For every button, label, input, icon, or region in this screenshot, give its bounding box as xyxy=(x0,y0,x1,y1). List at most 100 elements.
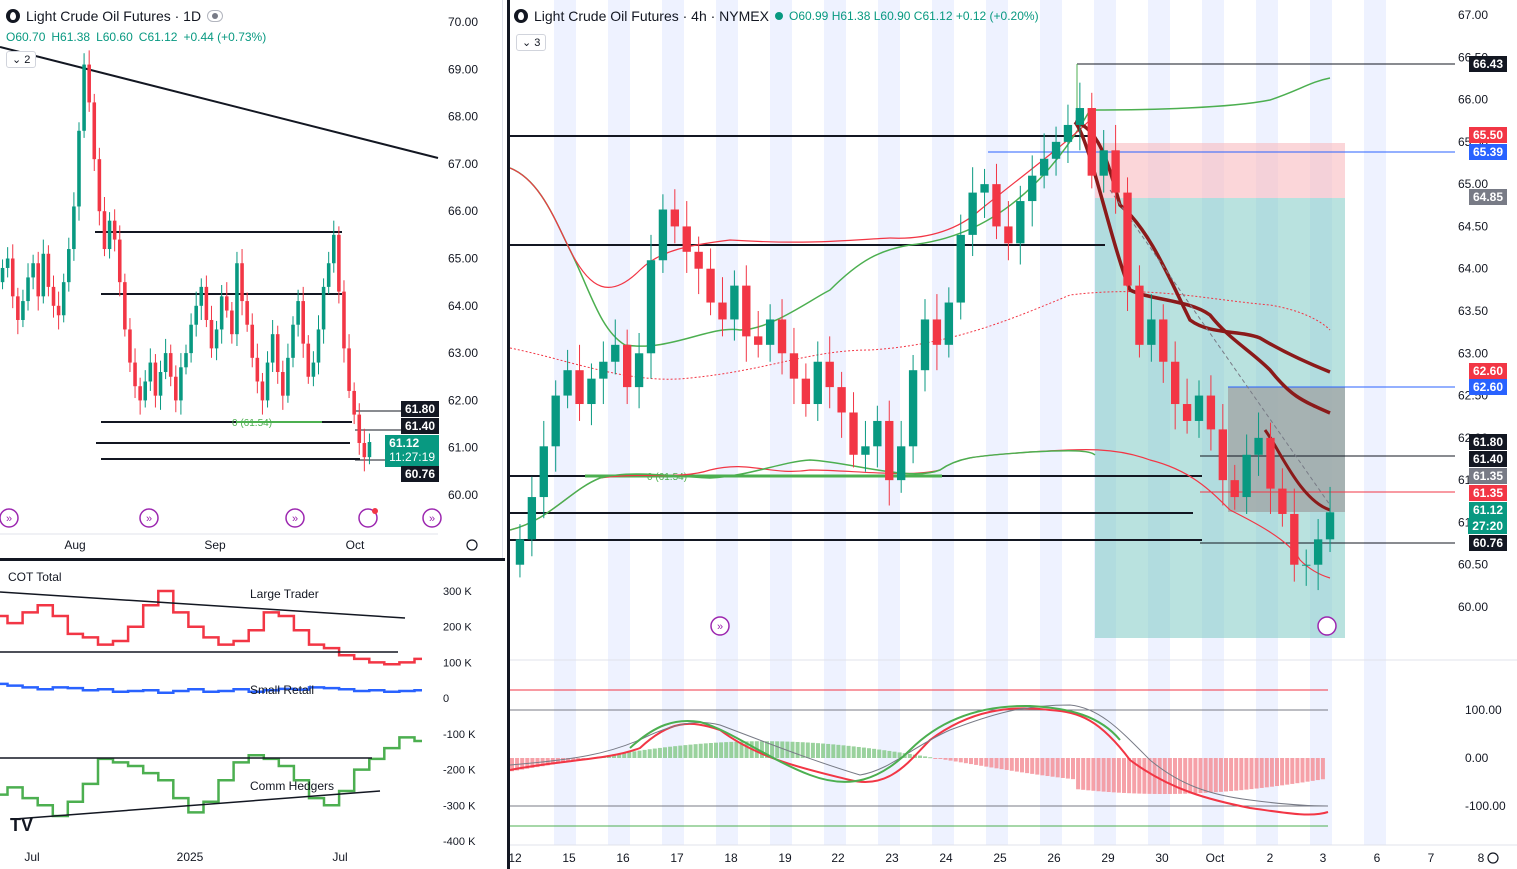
four-hour-candle xyxy=(575,370,584,405)
cot-y-tick: 0 xyxy=(443,693,449,705)
four-hour-price-label: 61.12 xyxy=(1468,502,1507,518)
oscillator-histogram-bar xyxy=(1269,758,1274,787)
daily-symbol[interactable]: Light Crude Oil Futures · 1D xyxy=(26,8,202,24)
four-hour-candle xyxy=(861,446,870,455)
oscillator-histogram-bar xyxy=(780,741,785,758)
four-hour-candle xyxy=(789,353,799,379)
daily-y-tick: 63.00 xyxy=(448,346,478,360)
daily-candle xyxy=(46,253,51,287)
daily-candle xyxy=(0,267,5,283)
oscillator-histogram-bar xyxy=(1224,758,1228,792)
daily-fib-label: 0 (61.54) xyxy=(232,418,272,429)
four-hour-chart-pane[interactable]: 67.0066.5066.0065.5065.0064.5064.0063.50… xyxy=(507,0,1517,869)
four-hour-candle xyxy=(1313,539,1323,565)
four-hour-x-tick: 16 xyxy=(616,851,630,865)
daily-candle xyxy=(189,324,193,354)
oscillator-histogram-bar xyxy=(1122,758,1126,793)
four-hour-candle xyxy=(587,378,596,405)
daily-last-price-label: 61.12 11:27:19 xyxy=(385,435,439,467)
cot-chart[interactable]: 300 K 200 K 100 K 0 -100 K -200 K -300 K -400 K… xyxy=(0,561,503,869)
pane-separator[interactable] xyxy=(0,558,505,561)
oscillator-histogram-bar xyxy=(1300,758,1305,783)
daily-candle xyxy=(5,258,10,268)
daily-candle xyxy=(296,301,300,325)
oscillator-histogram-bar xyxy=(1137,758,1142,794)
oscillator-histogram-bar xyxy=(1132,758,1137,794)
four-hour-candle xyxy=(825,361,834,388)
daily-candle xyxy=(306,343,311,377)
oscillator-histogram-bar xyxy=(1178,758,1183,794)
daily-legend: Light Crude Oil Futures · 1D xyxy=(6,8,224,24)
daily-candle xyxy=(281,372,285,396)
four-hour-indicator-toggle[interactable]: ⌄ 3 xyxy=(516,34,547,51)
daily-candle xyxy=(352,390,356,415)
oscillator-histogram-bar xyxy=(1004,758,1009,770)
oscillator-histogram-bar xyxy=(571,758,576,762)
daily-chart[interactable]: 70.00 69.00 68.00 67.00 66.00 65.00 64.00 63.00… xyxy=(0,0,503,558)
oscillator-histogram-bar xyxy=(836,744,841,758)
four-hour-candle xyxy=(765,319,775,345)
four-hour-candle xyxy=(1028,175,1037,202)
four-hour-y-tick: 64.50 xyxy=(1458,219,1488,233)
cot-y-tick: 100 K xyxy=(443,657,472,669)
four-hour-x-tick: 29 xyxy=(1101,851,1115,865)
oscillator-histogram-bar xyxy=(810,742,815,758)
four-hour-candle xyxy=(944,302,953,345)
four-hour-candle xyxy=(1290,513,1299,565)
oscillator-histogram-bar xyxy=(841,745,846,758)
daily-candle xyxy=(102,211,107,250)
oscillator-histogram-bar xyxy=(846,745,851,758)
cot-label-retail: Small Retail xyxy=(250,683,314,697)
daily-candle xyxy=(245,301,249,325)
daily-candle xyxy=(56,305,61,316)
oscillator-histogram-bar xyxy=(979,758,984,766)
session-band xyxy=(554,0,576,845)
projection-dashed-line xyxy=(1109,189,1331,506)
oscillator-histogram-bar xyxy=(897,752,902,758)
four-hour-price-label: 60.76 xyxy=(1468,535,1507,551)
daily-indicator-toggle[interactable]: ⌄ 2 xyxy=(6,51,37,68)
four-hour-chart[interactable]: 67.0066.5066.0065.5065.0064.5064.0063.50… xyxy=(510,0,1517,869)
four-hour-candle xyxy=(1099,150,1108,176)
four-hour-price-label: 62.60 xyxy=(1468,379,1507,395)
oscillator-histogram-bar xyxy=(938,758,943,759)
oscillator-histogram-bar xyxy=(816,743,820,758)
daily-candle xyxy=(260,381,265,401)
daily-candle xyxy=(347,348,351,391)
four-hour-candle xyxy=(992,184,1001,227)
oscillator-histogram-bar xyxy=(1198,758,1203,794)
oscillator-histogram-bar xyxy=(943,758,948,760)
event-arrow-glyph: » xyxy=(429,513,435,525)
daily-candle xyxy=(163,353,168,373)
four-hour-candle xyxy=(1039,158,1049,176)
oscillator-histogram-bar xyxy=(1025,758,1030,774)
four-hour-symbol[interactable]: Light Crude Oil Futures · 4h · NYMEX xyxy=(534,8,769,24)
daily-candle xyxy=(138,386,142,401)
four-hour-indicator-count: 3 xyxy=(534,37,541,49)
four-hour-candle xyxy=(1218,429,1227,481)
oscillator-y-tick: 0.00 xyxy=(1465,751,1489,765)
oscillator-histogram-bar xyxy=(826,743,831,758)
oscillator-histogram-bar xyxy=(887,750,892,758)
four-hour-candle xyxy=(742,285,751,337)
four-hour-candle xyxy=(1016,201,1025,244)
daily-chart-pane[interactable]: 70.00 69.00 68.00 67.00 66.00 65.00 64.00 63.00… xyxy=(0,0,503,558)
oscillator-histogram-bar xyxy=(1249,758,1254,790)
four-hour-y-tick: 63.00 xyxy=(1458,346,1488,360)
cot-title[interactable]: COT Total xyxy=(8,570,62,584)
oscillator-histogram-bar xyxy=(1208,758,1213,793)
daily-open: O60.70 xyxy=(6,30,46,44)
chart-settings-icon xyxy=(1487,852,1499,864)
daily-y-tick: 68.00 xyxy=(448,110,478,124)
oscillator-histogram-bar xyxy=(1234,758,1239,791)
daily-candle xyxy=(153,362,158,396)
four-hour-candle xyxy=(1063,124,1073,142)
oscillator-histogram-bar xyxy=(918,755,922,758)
visibility-icon[interactable] xyxy=(207,10,224,22)
four-hour-candle xyxy=(1182,404,1192,421)
oscillator-histogram-bar xyxy=(1147,758,1152,794)
four-hour-high: H61.38 xyxy=(831,9,871,23)
daily-x-tick: Sep xyxy=(204,538,226,552)
four-hour-x-tick: 6 xyxy=(1374,851,1381,865)
cot-chart-pane[interactable]: 300 K 200 K 100 K 0 -100 K -200 K -300 K -400 K… xyxy=(0,561,503,869)
